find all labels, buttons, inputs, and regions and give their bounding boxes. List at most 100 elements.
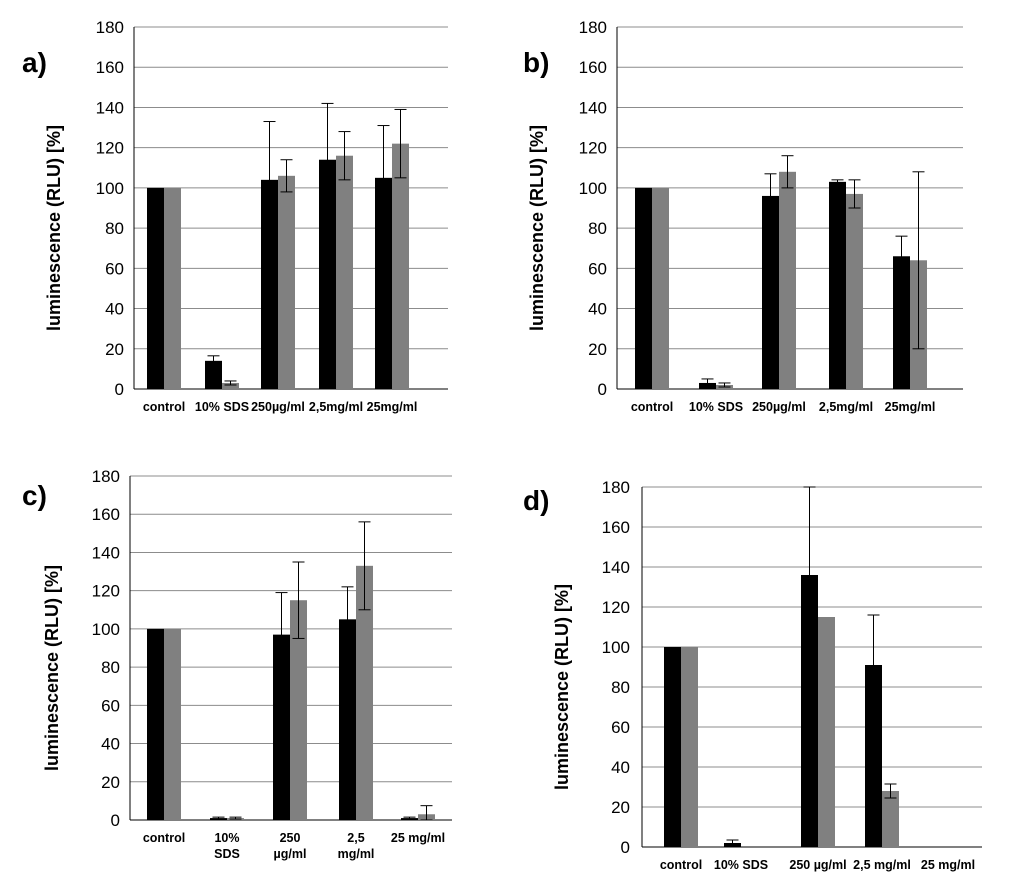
y-tick-label: 140 [602,558,630,577]
chart-panel-2: 0 20 40 60 80 100 120 140 160 180 control 10% SDS 25… [523,18,963,414]
bar-series-1 [147,628,164,820]
x-tick-label: 250µg/ml [752,400,806,414]
y-tick-label: 40 [101,735,120,754]
y-tick-label: 180 [602,478,630,497]
bar-series-1 [801,575,818,847]
y-axis-title: luminescence (RLU) [%] [527,125,547,331]
y-tick-label: 0 [115,380,124,399]
y-tick-label: 0 [111,811,120,830]
bar-series-1 [261,179,278,389]
bar-series-1 [664,647,681,847]
y-tick-label: 140 [96,98,124,117]
bar-series-1 [865,665,882,847]
x-tick-label: 250µg/ml [251,400,305,414]
x-tick-label: 2,5 [347,831,364,845]
x-tick-label: mg/ml [338,847,375,861]
chart-panel-4: 0 20 40 60 80 100 120 140 160 180 control 10% SDS 25… [523,478,982,872]
bar-series-2 [356,565,373,820]
y-tick-label: 80 [101,658,120,677]
x-tick-label: 25mg/ml [367,400,418,414]
x-tick-label: 25 mg/ml [921,858,975,872]
y-tick-label: 120 [602,598,630,617]
y-tick-label: 100 [92,620,120,639]
bar-series-2 [652,187,669,389]
y-tick-label: 180 [579,18,607,37]
chart-panel-3: 0 20 40 60 80 100 120 140 160 180 control 10% SDS 250… [22,467,452,861]
panel-label: d) [523,485,549,516]
bar-series-1 [635,187,652,389]
bar-series-1 [762,195,779,389]
y-tick-label: 0 [598,380,607,399]
bar-series-1 [273,634,290,820]
y-tick-label: 40 [105,300,124,319]
bar-series-1 [319,159,336,389]
x-tick-label: 2,5 mg/ml [853,858,911,872]
y-tick-label: 120 [579,139,607,158]
y-tick-label: 40 [611,758,630,777]
y-tick-label: 140 [92,543,120,562]
y-tick-label: 160 [92,505,120,524]
y-tick-label: 100 [579,179,607,198]
x-tick-label: control [631,400,673,414]
y-tick-label: 160 [602,518,630,537]
y-tick-label: 180 [96,18,124,37]
bar-series-2 [278,175,295,389]
y-tick-label: 20 [101,773,120,792]
panel-label: b) [523,47,549,78]
bar-series-1 [375,177,392,389]
y-tick-label: 180 [92,467,120,486]
bar-series-2 [392,143,409,389]
y-tick-label: 60 [588,259,607,278]
y-axis-title: luminescence (RLU) [%] [42,565,62,771]
bar-series-2 [818,617,835,847]
x-tick-label: 250 [280,831,301,845]
y-tick-label: 0 [621,838,630,857]
bar-series-2 [290,600,307,820]
x-tick-label: µg/ml [274,847,307,861]
bar-series-2 [882,791,899,847]
y-tick-label: 100 [602,638,630,657]
bar-series-2 [164,628,181,820]
y-tick-label: 120 [92,582,120,601]
bar-series-1 [893,256,910,389]
x-tick-label: 2,5mg/ml [819,400,873,414]
y-tick-label: 160 [96,58,124,77]
bar-series-2 [779,171,796,389]
bar-series-2 [336,155,353,389]
y-tick-label: 80 [611,678,630,697]
panel-label: c) [22,480,47,511]
bar-series-2 [681,647,698,847]
y-tick-label: 40 [588,300,607,319]
x-tick-label: 250 µg/ml [789,858,846,872]
x-tick-label: 25mg/ml [885,400,936,414]
x-tick-label: SDS [214,847,240,861]
x-tick-label: control [143,831,185,845]
x-tick-label: control [660,858,702,872]
x-tick-label: 10% [214,831,239,845]
y-tick-label: 120 [96,139,124,158]
y-tick-label: 60 [101,696,120,715]
y-tick-label: 60 [105,259,124,278]
bar-series-1 [829,181,846,389]
x-tick-label: 10% SDS [714,858,768,872]
y-tick-label: 20 [611,798,630,817]
y-tick-label: 80 [105,219,124,238]
bar-series-2 [846,193,863,389]
x-tick-label: 10% SDS [195,400,249,414]
bar-series-2 [164,187,181,389]
y-tick-label: 20 [105,340,124,359]
y-axis-title: luminescence (RLU) [%] [552,584,572,790]
y-tick-label: 160 [579,58,607,77]
panel-label: a) [22,47,47,78]
bar-series-1 [205,360,222,389]
bar-series-1 [147,187,164,389]
x-tick-label: 25 mg/ml [391,831,445,845]
y-tick-label: 20 [588,340,607,359]
y-tick-label: 100 [96,179,124,198]
y-tick-label: 60 [611,718,630,737]
x-tick-label: 10% SDS [689,400,743,414]
y-tick-label: 80 [588,219,607,238]
y-axis-title: luminescence (RLU) [%] [44,125,64,331]
